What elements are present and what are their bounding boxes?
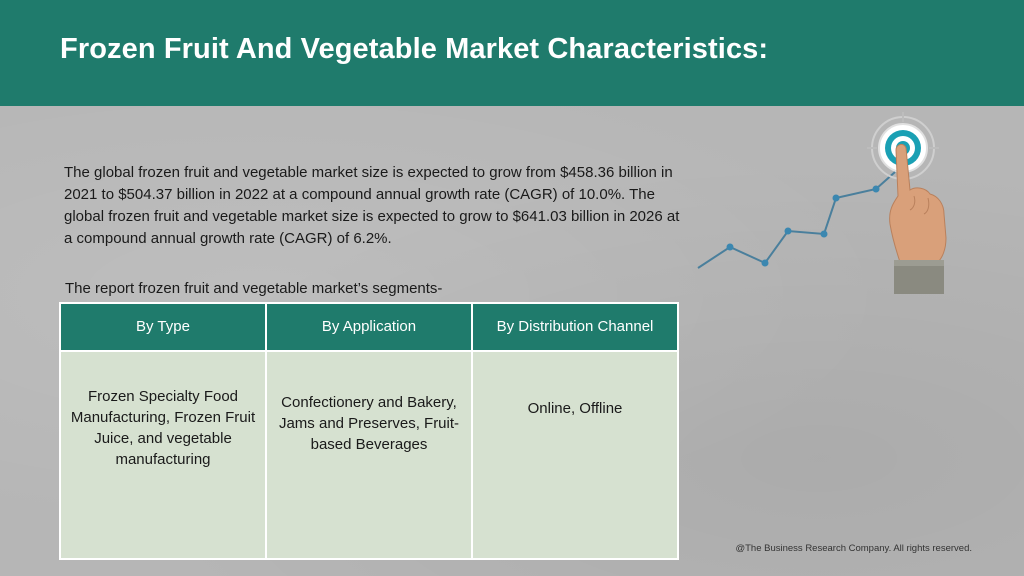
table-row: Frozen Specialty Food Manufacturing, Fro… xyxy=(59,350,679,560)
header-by-application: By Application xyxy=(265,302,473,352)
header-by-type: By Type xyxy=(59,302,267,352)
growth-line xyxy=(697,171,896,269)
header-by-distribution-channel: By Distribution Channel xyxy=(471,302,679,352)
growth-chart-target-hand-icon xyxy=(697,112,947,294)
header-bar: Frozen Fruit And Vegetable Market Charac… xyxy=(0,0,1024,106)
cell-application-values: Confectionery and Bakery, Jams and Prese… xyxy=(265,350,473,560)
copyright-footer: @The Business Research Company. All righ… xyxy=(735,543,972,554)
market-description: The global frozen fruit and vegetable ma… xyxy=(64,164,680,247)
page-title: Frozen Fruit And Vegetable Market Charac… xyxy=(60,33,769,65)
cell-type-values: Frozen Specialty Food Manufacturing, Fro… xyxy=(59,350,267,560)
pointing-hand-icon xyxy=(889,143,947,294)
cell-distribution-values: Online, Offline xyxy=(471,350,679,560)
segments-intro: The report frozen fruit and vegetable ma… xyxy=(65,280,443,297)
segments-table: By Type By Application By Distribution C… xyxy=(59,302,679,560)
growth-points xyxy=(726,185,880,267)
table-header-row: By Type By Application By Distribution C… xyxy=(59,302,679,352)
